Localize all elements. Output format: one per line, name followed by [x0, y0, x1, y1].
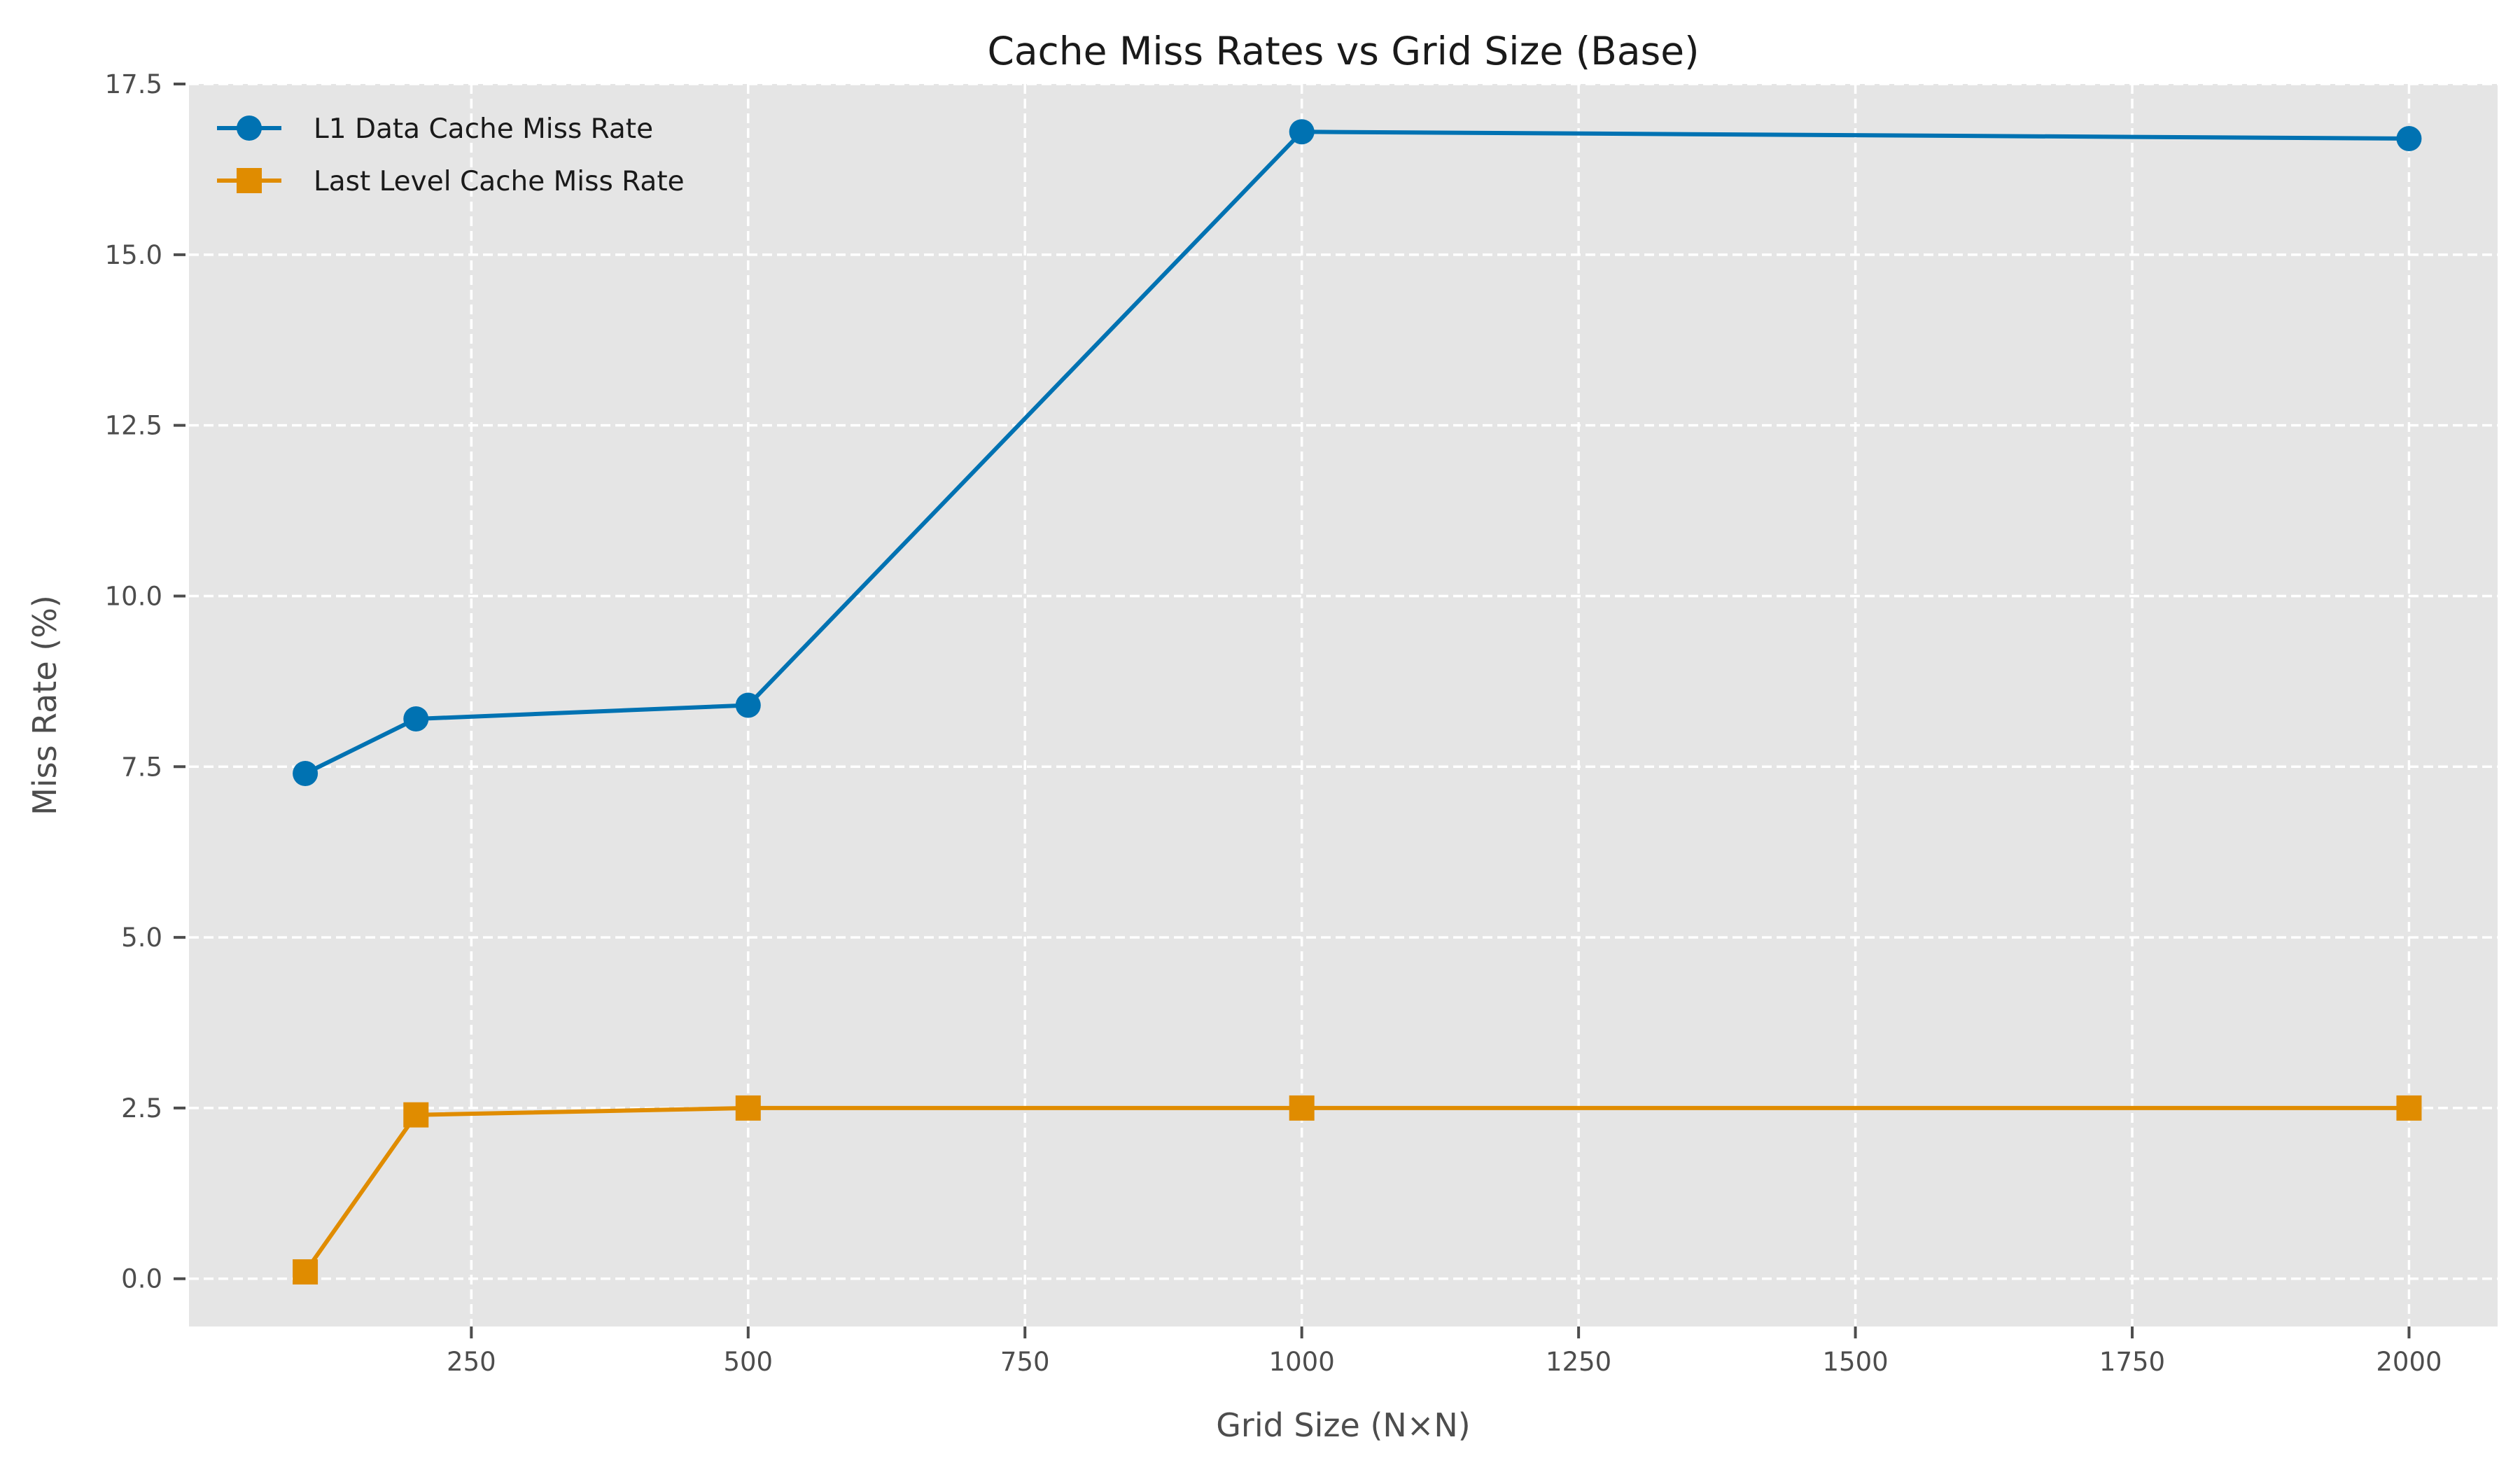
y-tick-label: 5.0 — [121, 923, 162, 953]
x-tick-label: 1500 — [1822, 1347, 1888, 1377]
data-point — [735, 692, 761, 718]
y-tick-label: 15.0 — [105, 240, 162, 270]
series-1 — [293, 119, 2422, 787]
x-tick-label: 1250 — [1546, 1347, 1611, 1377]
y-tick-label: 12.5 — [105, 411, 162, 441]
legend-marker — [237, 115, 262, 141]
x-tick-label: 750 — [1000, 1347, 1050, 1377]
series-2 — [293, 1095, 2422, 1284]
y-axis-title: Miss Rate (%) — [26, 595, 64, 816]
y-tick-label: 2.5 — [121, 1093, 162, 1124]
x-axis: 250 500 750 1000 1250 1500 1750 2000 — [447, 1326, 2442, 1377]
data-point — [403, 706, 429, 732]
legend-label: Last Level Cache Miss Rate — [314, 166, 685, 197]
legend-item: L1 Data Cache Miss Rate — [217, 113, 653, 145]
chart-title: Cache Miss Rates vs Grid Size (Base) — [987, 29, 1699, 74]
data-point — [293, 1259, 318, 1284]
legend: L1 Data Cache Miss Rate Last Level Cache … — [217, 113, 685, 197]
y-tick-label: 0.0 — [121, 1264, 162, 1294]
data-point — [2396, 126, 2422, 152]
y-tick-label: 7.5 — [121, 752, 162, 782]
x-axis-title: Grid Size (N×N) — [1216, 1406, 1470, 1444]
x-tick-label: 250 — [447, 1347, 496, 1377]
y-axis: 0.0 2.5 5.0 7.5 10.0 12.5 15.0 17.5 — [105, 69, 186, 1294]
x-tick-label: 1000 — [1269, 1347, 1335, 1377]
data-point — [1289, 1095, 1315, 1121]
plot-area — [189, 84, 2498, 1326]
legend-marker — [237, 168, 262, 193]
grid-lines — [189, 83, 2498, 1326]
x-tick-label: 500 — [723, 1347, 773, 1377]
y-tick-label: 17.5 — [105, 69, 162, 99]
series-layer — [293, 119, 2422, 1284]
data-point — [2396, 1095, 2422, 1121]
x-tick-label: 1750 — [2099, 1347, 2165, 1377]
y-tick-label: 10.0 — [105, 581, 162, 611]
data-point — [403, 1102, 429, 1128]
x-tick-label: 2000 — [2376, 1347, 2442, 1377]
legend-label: L1 Data Cache Miss Rate — [314, 113, 653, 145]
data-point — [293, 761, 318, 787]
legend-item: Last Level Cache Miss Rate — [217, 166, 685, 197]
data-point — [735, 1095, 761, 1121]
data-point — [1289, 119, 1315, 145]
